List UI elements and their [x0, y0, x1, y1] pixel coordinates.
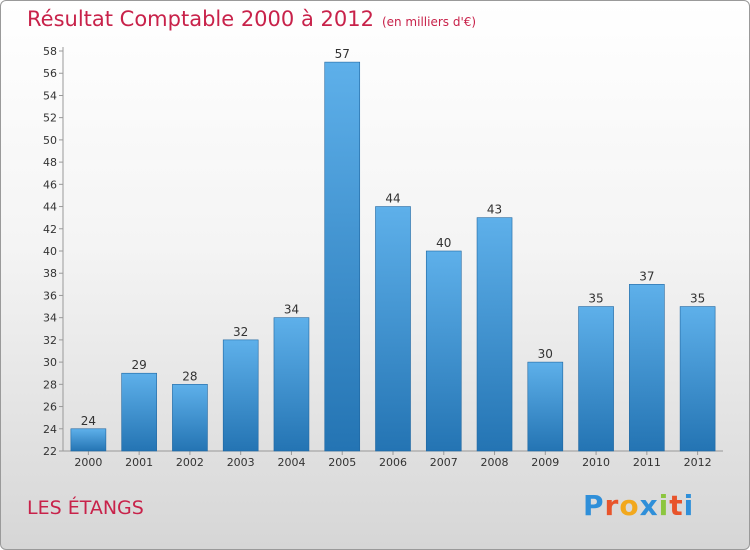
x-tick-label: 2007: [430, 456, 458, 469]
bars: [70, 61, 716, 452]
logo-letter: x: [639, 489, 659, 522]
chart-title-main: Résultat Comptable 2000 à 2012: [27, 7, 374, 31]
y-tick-label: 50: [43, 134, 57, 147]
y-tick-label: 54: [43, 89, 57, 102]
x-tick-label: 2012: [684, 456, 712, 469]
bar-2000: [70, 428, 107, 452]
x-tick-label: 2003: [227, 456, 255, 469]
data-label-2002: 28: [182, 369, 197, 383]
bar-2012: [679, 306, 716, 452]
y-axis: 22 24 26 28 30 32 34 36 38 40 42 44 46 48 50 52 54 56 58: [43, 45, 64, 458]
x-tick-label: 2001: [125, 456, 153, 469]
y-tick-label: 28: [43, 378, 57, 391]
x-tick-label: 2004: [277, 456, 305, 469]
commune-name: LES ÉTANGS: [27, 497, 144, 519]
bar-2001: [121, 372, 157, 452]
data-label-2004: 34: [284, 303, 299, 317]
data-labels: 24 29 28 32 34 57 44 40 43 30 35 37 35: [81, 47, 706, 428]
y-tick-label: 58: [43, 45, 57, 58]
data-label-2003: 32: [233, 325, 248, 339]
bar-2010: [578, 306, 614, 452]
x-tick-label: 2008: [481, 456, 509, 469]
y-tick-label: 26: [43, 401, 57, 414]
bar-2005: [324, 61, 361, 452]
y-tick-label: 36: [43, 289, 57, 302]
x-tick-label: 2000: [74, 456, 102, 469]
bar-2003: [222, 339, 259, 452]
data-label-2008: 43: [487, 203, 502, 217]
bar-2011: [629, 284, 665, 452]
bar-2007: [425, 250, 462, 452]
data-label-2001: 29: [132, 358, 147, 372]
data-label-2012: 35: [690, 292, 705, 306]
chart-subtitle: (en milliers d'€): [381, 15, 477, 29]
x-tick-label: 2002: [176, 456, 204, 469]
proxiti-logo: Proxiti: [583, 489, 694, 522]
y-tick-label: 46: [43, 178, 57, 191]
logo-letter: o: [619, 489, 640, 522]
y-tick-label: 30: [43, 356, 57, 369]
y-tick-label: 48: [43, 156, 57, 169]
bar-2008: [476, 217, 513, 452]
logo-letter: P: [583, 489, 605, 522]
y-tick-label: 56: [43, 67, 57, 80]
x-tick-label: 2005: [328, 456, 356, 469]
data-label-2007: 40: [436, 236, 451, 250]
logo-letter: i: [683, 489, 695, 522]
x-tick-label: 2011: [633, 456, 661, 469]
y-tick-label: 32: [43, 334, 57, 347]
data-label-2000: 24: [81, 414, 96, 428]
y-tick-label: 40: [43, 245, 57, 258]
y-tick-label: 34: [43, 312, 57, 325]
x-tick-label: 2006: [379, 456, 407, 469]
y-tick-label: 24: [43, 423, 57, 436]
data-label-2006: 44: [385, 192, 400, 206]
logo-letter: i: [658, 489, 670, 522]
y-tick-label: 38: [43, 267, 57, 280]
x-axis: 2000 2001 2002 2003 2004 2005 2006 2007 2008 2009…: [63, 450, 723, 469]
x-tick-label: 2009: [531, 456, 559, 469]
data-label-2009: 30: [538, 347, 553, 361]
y-tick-label: 22: [43, 445, 57, 458]
logo-letter: t: [669, 489, 684, 522]
x-tick-label: 2010: [582, 456, 610, 469]
y-tick-label: 42: [43, 223, 57, 236]
bar-2009: [527, 361, 564, 452]
data-label-2011: 37: [639, 269, 654, 283]
bar-2002: [172, 384, 208, 452]
chart-title: Résultat Comptable 2000 à 2012 (en millie…: [27, 7, 476, 31]
bar-2004: [273, 317, 310, 452]
y-tick-label: 52: [43, 112, 57, 125]
bar-2006: [375, 206, 411, 452]
y-tick-label: 44: [43, 201, 57, 214]
data-label-2005: 57: [335, 47, 350, 61]
logo-letter: r: [604, 489, 620, 522]
data-label-2010: 35: [588, 292, 603, 306]
